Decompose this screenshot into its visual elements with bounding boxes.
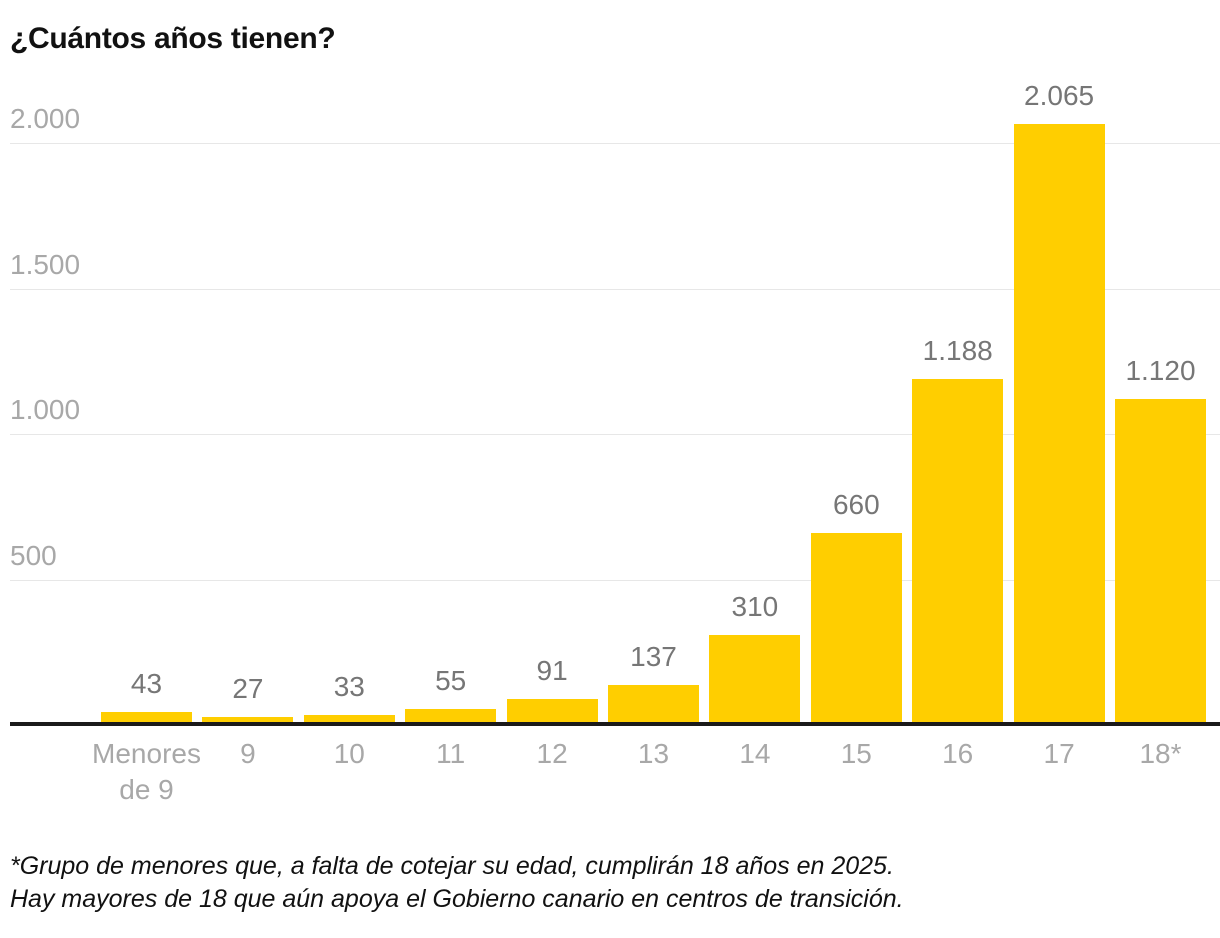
- bar-18*: [1115, 399, 1206, 725]
- bar-11: [405, 708, 497, 725]
- bar-9: [202, 717, 294, 725]
- bar-value-label: 33: [333, 671, 365, 703]
- bar-value-label: 660: [832, 488, 880, 520]
- gridline-1.500: [10, 288, 1220, 290]
- footnote-line-1: *Grupo de menores que, a falta de coteja…: [10, 852, 894, 880]
- x-axis-tick-label: 16: [942, 738, 974, 769]
- bar-value-label: 55: [435, 664, 467, 696]
- bar-17: [1013, 124, 1105, 725]
- x-axis-tick-label: 12: [536, 738, 568, 769]
- y-axis-tick-label: 1.000: [10, 394, 81, 425]
- gridline-1.000: [10, 434, 1220, 435]
- x-axis-tick-label: Menores de 9: [92, 738, 201, 805]
- bar-value-label: 1.120: [1125, 355, 1196, 387]
- bar-10: [303, 715, 395, 725]
- bar-16: [912, 379, 1004, 725]
- x-axis-tick-label: 10: [333, 738, 365, 769]
- bar-12: [506, 698, 598, 725]
- x-axis-tick-label: 17: [1043, 738, 1075, 769]
- bar-value-label: 137: [630, 641, 677, 673]
- bar-14: [709, 634, 801, 725]
- y-axis-tick-label: 1.500: [10, 248, 81, 280]
- bar-13: [608, 685, 699, 725]
- bar-value-label: 2.065: [1024, 80, 1095, 112]
- x-axis-tick-label: 9: [240, 738, 256, 769]
- bar-15: [810, 532, 902, 725]
- gridline-500: [10, 579, 1220, 581]
- chart-title: ¿Cuántos años tienen?: [10, 22, 336, 55]
- chart-footnote: *Grupo de menores que, a falta de coteja…: [10, 850, 904, 916]
- bar-value-label: 43: [130, 668, 163, 700]
- bar-value-label: 310: [731, 590, 779, 622]
- x-axis-tick-label: 13: [637, 738, 670, 769]
- bar-Menores de 9: [101, 712, 192, 725]
- gridline-2.000: [10, 143, 1220, 144]
- x-axis-tick-label: 14: [739, 738, 771, 769]
- x-axis-tick-label: 11: [436, 738, 466, 769]
- bar-value-label: 1.188: [922, 335, 993, 367]
- bar-chart-plot-area: 500 1.000 1.500 2.000 43 27 33 55 91 137 310 660 1.1…: [10, 80, 1220, 805]
- bar-value-label: 91: [536, 654, 568, 686]
- footnote-line-2: Hay mayores de 18 que aún apoya el Gobie…: [10, 885, 904, 913]
- x-axis-line: [10, 722, 1220, 726]
- x-axis-tick-label: 15: [840, 738, 872, 769]
- x-axis-tick-label: 18*: [1139, 738, 1182, 769]
- y-axis-tick-label: 500: [10, 539, 57, 571]
- bar-value-label: 27: [232, 673, 264, 705]
- y-axis-tick-label: 2.000: [10, 103, 81, 134]
